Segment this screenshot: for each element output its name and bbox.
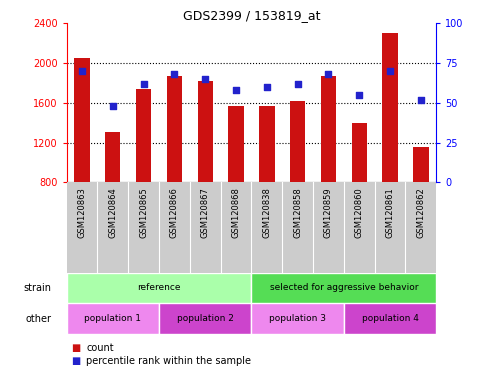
Text: GSM120858: GSM120858 <box>293 187 302 238</box>
Text: reference: reference <box>137 283 181 293</box>
Title: GDS2399 / 153819_at: GDS2399 / 153819_at <box>183 9 320 22</box>
Point <box>324 71 332 77</box>
Text: GSM120866: GSM120866 <box>170 187 179 238</box>
Bar <box>167 76 182 182</box>
Bar <box>344 303 436 334</box>
Point <box>78 68 86 74</box>
Text: population 4: population 4 <box>362 314 419 323</box>
Bar <box>251 273 436 303</box>
Text: GSM120862: GSM120862 <box>417 187 425 238</box>
Point <box>355 92 363 98</box>
Text: GSM120865: GSM120865 <box>139 187 148 238</box>
Bar <box>383 33 398 182</box>
Bar <box>74 58 90 182</box>
Point <box>232 87 240 93</box>
Text: GSM120868: GSM120868 <box>232 187 241 238</box>
Bar <box>413 147 428 182</box>
Text: GSM120838: GSM120838 <box>262 187 271 238</box>
Bar <box>105 132 120 182</box>
Text: GSM120863: GSM120863 <box>77 187 86 238</box>
Text: ■: ■ <box>71 343 81 353</box>
Text: selected for aggressive behavior: selected for aggressive behavior <box>270 283 418 293</box>
Bar <box>352 122 367 182</box>
Bar <box>67 273 251 303</box>
Bar <box>198 81 213 182</box>
Point <box>263 84 271 90</box>
Text: other: other <box>25 314 51 324</box>
Text: population 1: population 1 <box>84 314 141 323</box>
Bar <box>159 303 251 334</box>
Bar <box>67 303 159 334</box>
Text: GSM120860: GSM120860 <box>355 187 364 238</box>
Point <box>109 103 117 109</box>
Text: count: count <box>86 343 114 353</box>
Bar <box>251 303 344 334</box>
Point <box>171 71 178 77</box>
Bar <box>321 76 336 182</box>
Text: population 3: population 3 <box>269 314 326 323</box>
Point <box>417 96 425 103</box>
Text: GSM120861: GSM120861 <box>386 187 394 238</box>
Text: GSM120859: GSM120859 <box>324 187 333 238</box>
Point <box>294 81 302 87</box>
Bar <box>290 101 305 182</box>
Text: percentile rank within the sample: percentile rank within the sample <box>86 356 251 366</box>
Bar <box>136 89 151 182</box>
Text: strain: strain <box>23 283 51 293</box>
Bar <box>228 106 244 182</box>
Text: GSM120867: GSM120867 <box>201 187 210 238</box>
Text: GSM120864: GSM120864 <box>108 187 117 238</box>
Point <box>201 76 209 82</box>
Point <box>140 81 147 87</box>
Text: ■: ■ <box>71 356 81 366</box>
Point <box>386 68 394 74</box>
Bar <box>259 106 275 182</box>
Text: population 2: population 2 <box>177 314 234 323</box>
